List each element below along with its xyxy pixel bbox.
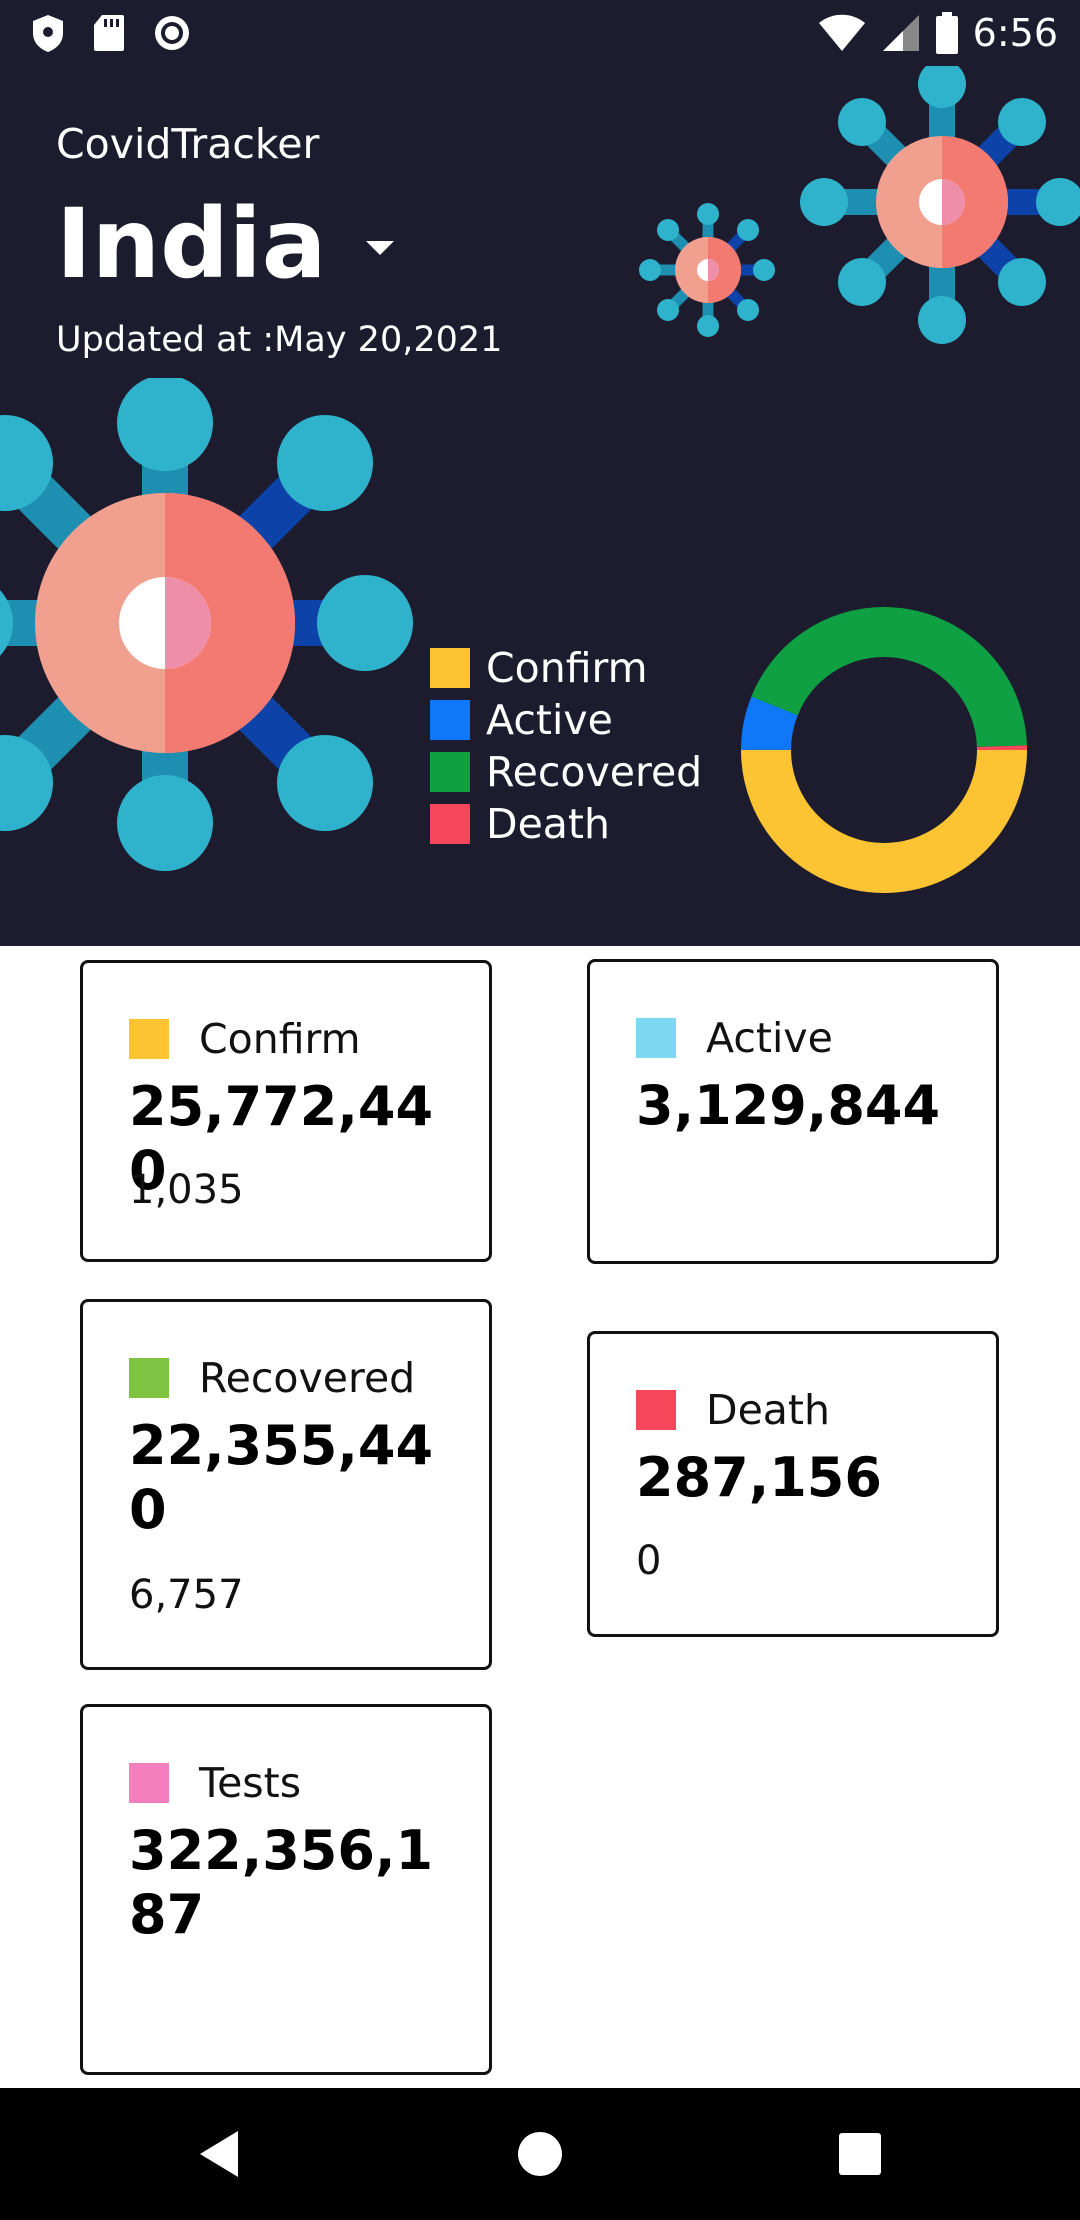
status-left-icons [30,10,192,56]
card-label: Recovered [199,1354,416,1402]
stat-card-active: Active 3,129,844 [587,959,999,1264]
card-delta: 6,757 [129,1572,244,1618]
card-total: 287,156 [636,1446,882,1509]
legend-label: Recovered [486,748,703,796]
legend-item-recovered: Recovered [430,746,702,798]
wifi-icon [818,14,865,51]
chart-legend: Confirm Active Recovered Death [430,642,702,850]
legend-label: Death [486,800,610,848]
virus-illustration-medium [800,66,1080,344]
status-bar: 6:56 [0,0,1080,66]
card-label: Death [706,1386,830,1434]
card-delta: 0 [636,1538,662,1584]
card-total: 322,356,187 [129,1819,434,1946]
legend-label: Confirm [486,644,648,692]
shield-icon [33,15,63,52]
country-selector[interactable]: India [56,188,395,300]
donut-chart [741,607,1027,893]
record-icon [155,16,189,50]
sd-card-icon [94,15,124,51]
status-right-icons: 6:56 [817,8,1058,58]
card-label: Confirm [199,1015,361,1063]
virus-illustration-large [0,378,413,871]
confirm-swatch [129,1019,169,1059]
donut-slice-death [741,607,1027,893]
card-label: Tests [199,1759,302,1807]
card-total: 25,772,440 [129,1075,434,1202]
home-icon [518,2132,562,2176]
recents-icon [839,2133,881,2175]
signal-icon [882,15,919,51]
legend-swatch [430,700,470,740]
header: CovidTracker India Updated at :May 20,20… [0,66,1080,946]
card-delta: 1,035 [129,1167,244,1213]
country-name: India [56,188,327,300]
legend-label: Active [486,696,613,744]
card-total: 3,129,844 [636,1074,941,1137]
recovered-swatch [129,1358,169,1398]
tests-swatch [129,1763,169,1803]
virus-illustration-small [639,203,775,337]
active-swatch [636,1018,676,1058]
navigation-bar [0,2088,1080,2220]
dropdown-arrow-icon[interactable] [366,241,395,255]
donut-slice-recovered [741,607,1027,893]
death-swatch [636,1390,676,1430]
battery-icon [935,12,958,54]
stat-card-death: Death 287,156 0 [587,1331,999,1637]
recents-button[interactable] [794,2088,926,2220]
legend-item-confirm: Confirm [430,642,702,694]
app-title: CovidTracker [56,120,320,168]
legend-item-active: Active [430,694,702,746]
updated-timestamp: Updated at :May 20,2021 [56,320,503,360]
legend-swatch [430,752,470,792]
status-time: 6:56 [972,11,1058,55]
stat-card-tests: Tests 322,356,187 [80,1704,492,2075]
card-total: 22,355,440 [129,1414,434,1541]
stat-card-recovered: Recovered 22,355,440 6,757 [80,1299,492,1670]
home-button[interactable] [474,2088,606,2220]
legend-swatch [430,804,470,844]
back-button[interactable] [154,2088,286,2220]
card-label: Active [706,1014,833,1062]
legend-item-death: Death [430,798,702,850]
stat-card-confirm: Confirm 25,772,440 1,035 [80,960,492,1262]
legend-swatch [430,648,470,688]
back-icon [200,2131,238,2177]
